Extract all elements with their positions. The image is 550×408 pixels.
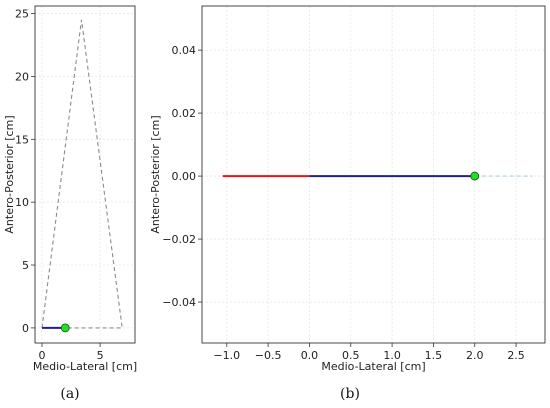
x-tick-label: 0.0 [301, 349, 319, 362]
y-tick-label: −0.04 [162, 296, 196, 309]
y-tick-label: 0.00 [172, 170, 197, 183]
y-tick-label: 0.02 [172, 107, 197, 120]
panel-label: (a) [60, 386, 79, 402]
y-axis-label: Antero-Posterior [cm] [3, 115, 16, 233]
y-tick-label: 5 [22, 259, 29, 272]
y-tick-label: 25 [15, 8, 29, 21]
axes-frame [34, 5, 136, 344]
chart-panel-a: 0 5 0 5 10 15 20 25 Medio-Lateral [cm] Antero-Pos… [3, 5, 137, 402]
x-tick-label: 1.0 [383, 349, 401, 362]
series-line-0 [41, 19, 123, 329]
x-axis-label: Medio-Lateral [cm] [33, 360, 137, 373]
x-tick-label: 5 [97, 349, 104, 362]
x-tick-label: −0.5 [255, 349, 282, 362]
marker-point [470, 171, 480, 181]
axes-frame [201, 5, 546, 344]
x-tick-label: −1.0 [213, 349, 240, 362]
y-tick-label: 10 [15, 196, 29, 209]
y-tick-label: 0.04 [172, 44, 197, 57]
x-tick-label: 2.0 [466, 349, 484, 362]
y-axis-label: Antero-Posterior [cm] [149, 115, 162, 233]
y-tick-label: 20 [15, 70, 29, 83]
x-tick-label: 2.5 [507, 349, 525, 362]
x-tick-label: 1.5 [425, 349, 443, 362]
y-tick-label: −0.02 [162, 233, 196, 246]
x-axis-label: Medio-Lateral [cm] [321, 360, 425, 373]
chart-panel-b: −1.0 −0.5 0.0 0.5 1.0 1.5 2.0 2.5 −0.04 −0.02 0.00… [149, 5, 546, 402]
x-tick-label: 0.5 [342, 349, 360, 362]
marker-point [60, 323, 70, 333]
y-tick-label: 15 [15, 133, 29, 146]
panel-label: (b) [340, 386, 360, 402]
y-tick-label: 0 [22, 322, 29, 335]
x-tick-label: 0 [38, 349, 45, 362]
